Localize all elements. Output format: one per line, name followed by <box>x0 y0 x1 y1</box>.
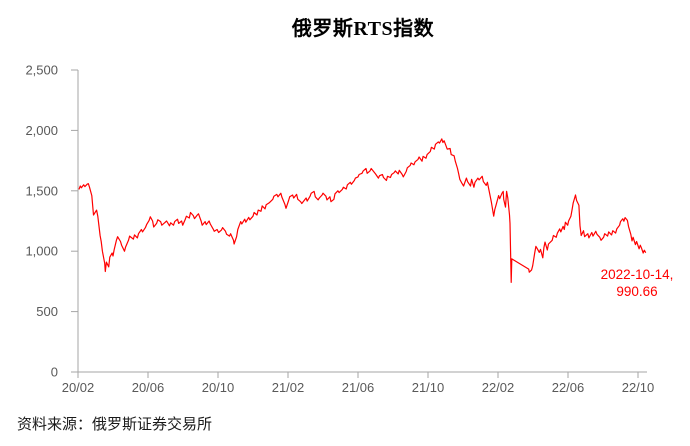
y-tick-label: 2,500 <box>25 63 58 78</box>
x-tick-label: 21/06 <box>342 380 375 395</box>
source-note: 资料来源：俄罗斯证券交易所 <box>17 417 213 433</box>
y-tick-label: 1,000 <box>25 244 58 259</box>
x-tick-label: 21/02 <box>272 380 305 395</box>
y-tick-label: 500 <box>36 304 58 319</box>
y-tick-label: 2,000 <box>25 123 58 138</box>
y-tick-label: 0 <box>51 365 58 380</box>
x-tick-label: 20/10 <box>202 380 235 395</box>
x-tick-label: 20/02 <box>62 380 95 395</box>
annotation-date: 2022-10-14, <box>600 267 674 282</box>
y-tick-label: 1,500 <box>25 183 58 198</box>
x-tick-label: 20/06 <box>132 380 165 395</box>
chart-title: 俄罗斯RTS指数 <box>291 18 435 40</box>
x-tick-label: 21/10 <box>412 380 445 395</box>
rts-index-series-line <box>78 138 647 283</box>
last-point-annotation: 2022-10-14, 990.66 <box>578 266 690 300</box>
x-tick-label: 22/02 <box>482 380 515 395</box>
x-tick-label: 22/06 <box>552 380 585 395</box>
x-tick-label: 22/10 <box>622 380 655 395</box>
annotation-value: 990.66 <box>616 284 658 299</box>
